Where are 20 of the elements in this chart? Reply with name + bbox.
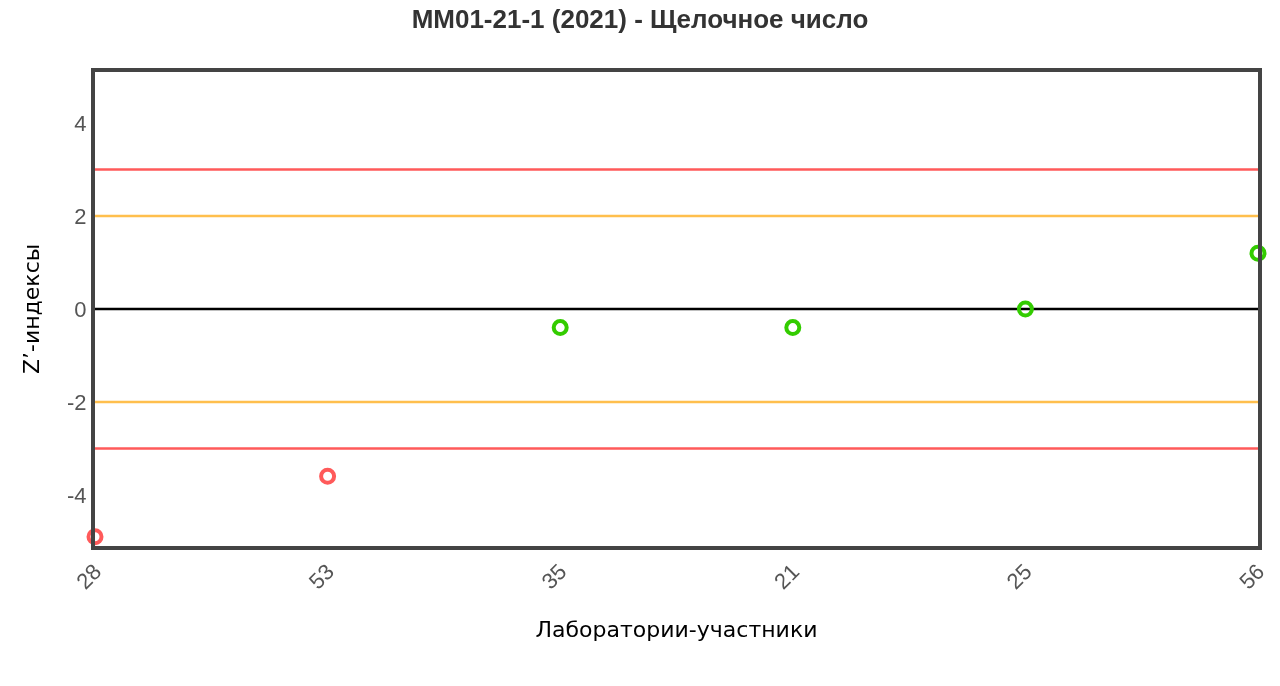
chart-title: ММ01-21-1 (2021) - Щелочное число bbox=[411, 4, 869, 35]
point bbox=[1249, 244, 1267, 262]
y-tick-label: -4 bbox=[67, 482, 87, 508]
x-tick-label: 25 bbox=[1001, 559, 1037, 595]
y-tick-label: -2 bbox=[67, 389, 87, 415]
point bbox=[551, 319, 569, 337]
x-tick-label: 35 bbox=[536, 559, 572, 595]
point bbox=[784, 319, 802, 337]
x-axis-title: Лаборатории-участники bbox=[535, 617, 818, 643]
y-tick-label: 0 bbox=[74, 296, 87, 322]
x-tick-label: 21 bbox=[769, 559, 805, 595]
y-tick-label: 4 bbox=[74, 110, 87, 136]
x-tick-label: 56 bbox=[1234, 559, 1270, 595]
point bbox=[86, 528, 104, 546]
x-tick-label: 53 bbox=[303, 559, 339, 595]
point bbox=[1016, 300, 1034, 318]
point bbox=[319, 467, 337, 485]
y-axis-title: Z’-индексы bbox=[19, 243, 45, 375]
x-tick-label: 28 bbox=[71, 559, 107, 595]
y-tick-label: 2 bbox=[74, 203, 87, 229]
